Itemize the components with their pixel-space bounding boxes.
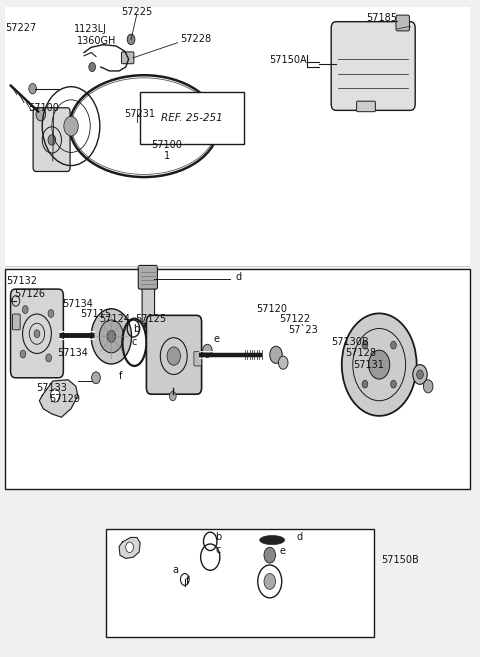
Circle shape (264, 547, 276, 563)
Bar (5, 7, 470, 266)
Bar (5, 269, 470, 489)
Text: 57133: 57133 (36, 382, 67, 393)
Text: b: b (215, 532, 222, 542)
Text: 57185: 57185 (366, 13, 397, 24)
Circle shape (167, 347, 180, 365)
Circle shape (278, 356, 288, 369)
Circle shape (20, 350, 26, 358)
Text: 1: 1 (164, 150, 170, 161)
Text: 1123LJ: 1123LJ (74, 24, 107, 34)
Circle shape (342, 313, 417, 416)
Text: 57228: 57228 (180, 34, 211, 45)
Text: 57134: 57134 (62, 298, 93, 309)
Text: 57130B: 57130B (332, 336, 369, 347)
Circle shape (23, 306, 28, 313)
Text: 57124: 57124 (99, 314, 130, 325)
Circle shape (169, 392, 176, 401)
Circle shape (107, 330, 116, 342)
Text: 57122: 57122 (280, 313, 311, 324)
Circle shape (91, 309, 132, 364)
Circle shape (29, 83, 36, 94)
FancyBboxPatch shape (357, 101, 375, 112)
Text: 57231: 57231 (124, 109, 155, 120)
Circle shape (48, 309, 54, 317)
Circle shape (126, 542, 133, 553)
Circle shape (270, 346, 282, 363)
Polygon shape (119, 537, 140, 558)
Text: f: f (185, 576, 189, 587)
Circle shape (423, 380, 433, 393)
Ellipse shape (144, 322, 153, 328)
Circle shape (417, 370, 423, 379)
FancyBboxPatch shape (12, 314, 20, 330)
Circle shape (36, 108, 46, 121)
Circle shape (48, 135, 56, 145)
Text: REF. 25-251: REF. 25-251 (161, 113, 223, 124)
Circle shape (127, 34, 135, 45)
Text: 57131: 57131 (353, 360, 384, 371)
Circle shape (362, 380, 368, 388)
FancyBboxPatch shape (11, 289, 63, 378)
Text: a: a (172, 564, 178, 575)
Circle shape (391, 380, 396, 388)
Text: 57120: 57120 (256, 304, 287, 314)
Circle shape (203, 344, 212, 357)
FancyBboxPatch shape (121, 52, 134, 64)
FancyBboxPatch shape (146, 315, 202, 394)
Text: 57128: 57128 (346, 348, 376, 359)
Text: 57150A: 57150A (270, 55, 307, 66)
Text: b: b (132, 323, 139, 334)
Text: 57126: 57126 (14, 288, 45, 299)
Text: e: e (213, 334, 219, 344)
Circle shape (413, 365, 427, 384)
Text: 57115: 57115 (81, 309, 111, 319)
Text: 57129: 57129 (49, 394, 80, 405)
Text: 57132: 57132 (6, 276, 37, 286)
Text: c: c (132, 336, 137, 347)
Polygon shape (39, 380, 78, 417)
Circle shape (64, 116, 78, 136)
FancyBboxPatch shape (396, 15, 409, 31)
Ellipse shape (260, 535, 285, 545)
Text: 57227: 57227 (5, 22, 36, 33)
Circle shape (46, 354, 51, 362)
Circle shape (99, 320, 123, 353)
Text: d: d (296, 532, 302, 542)
Circle shape (362, 341, 368, 349)
Text: 57134: 57134 (58, 348, 88, 358)
Text: e: e (279, 545, 285, 556)
Text: 57125: 57125 (136, 314, 167, 325)
Text: d: d (235, 272, 241, 283)
FancyBboxPatch shape (331, 22, 415, 110)
Circle shape (391, 341, 396, 349)
Text: 57100: 57100 (152, 139, 182, 150)
FancyBboxPatch shape (142, 284, 155, 323)
Bar (106, 529, 374, 637)
FancyBboxPatch shape (138, 265, 157, 289)
Text: 57225: 57225 (121, 7, 153, 17)
Circle shape (89, 62, 96, 72)
Circle shape (369, 350, 390, 379)
Text: 57150B: 57150B (382, 555, 420, 565)
Text: c: c (216, 545, 221, 555)
Circle shape (34, 330, 40, 338)
Text: 57100: 57100 (28, 103, 59, 114)
FancyBboxPatch shape (194, 351, 202, 366)
Circle shape (92, 372, 100, 384)
Text: f: f (119, 371, 122, 381)
Circle shape (264, 574, 276, 589)
Circle shape (50, 389, 60, 402)
Text: 1360GH: 1360GH (77, 35, 116, 46)
Text: 57`23: 57`23 (288, 325, 318, 335)
FancyBboxPatch shape (33, 108, 70, 171)
